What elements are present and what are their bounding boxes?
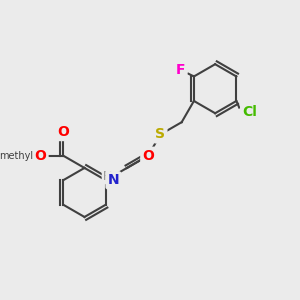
Text: S: S (155, 128, 165, 142)
Text: O: O (57, 125, 69, 139)
Text: F: F (176, 63, 185, 77)
Text: Cl: Cl (242, 105, 257, 119)
Text: H: H (103, 170, 112, 183)
Text: N: N (107, 173, 119, 187)
Text: methyl: methyl (0, 151, 33, 161)
Text: O: O (35, 149, 46, 163)
Text: O: O (142, 149, 154, 163)
